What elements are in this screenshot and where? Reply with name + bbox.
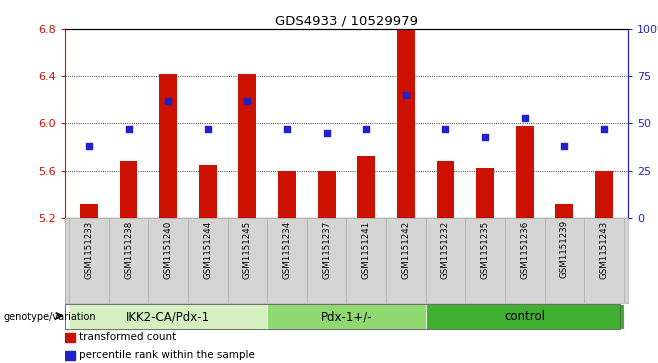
Text: control: control xyxy=(504,310,545,323)
Point xyxy=(242,98,253,104)
Bar xyxy=(80,204,98,218)
Text: Pdx-1+/-: Pdx-1+/- xyxy=(320,310,372,323)
Bar xyxy=(436,161,455,218)
Title: GDS4933 / 10529979: GDS4933 / 10529979 xyxy=(275,15,418,28)
Text: GSM1151243: GSM1151243 xyxy=(599,220,609,279)
Point xyxy=(321,130,332,136)
Point xyxy=(559,143,570,149)
Text: GSM1151234: GSM1151234 xyxy=(282,220,291,279)
Point xyxy=(480,134,490,139)
Text: genotype/variation: genotype/variation xyxy=(3,311,96,322)
Bar xyxy=(278,171,296,218)
Text: GSM1151242: GSM1151242 xyxy=(401,220,411,279)
Point xyxy=(123,126,134,132)
Text: percentile rank within the sample: percentile rank within the sample xyxy=(79,350,255,360)
Point xyxy=(519,115,530,121)
Bar xyxy=(476,168,494,218)
Text: GSM1151232: GSM1151232 xyxy=(441,220,450,279)
Bar xyxy=(65,351,75,360)
Text: GSM1151235: GSM1151235 xyxy=(480,220,490,279)
Bar xyxy=(199,165,216,218)
Bar xyxy=(595,171,613,218)
Point xyxy=(84,143,94,149)
Bar xyxy=(516,126,534,218)
Text: transformed count: transformed count xyxy=(79,332,176,342)
Point xyxy=(203,126,213,132)
Text: GSM1151233: GSM1151233 xyxy=(84,220,93,279)
Text: GSM1151240: GSM1151240 xyxy=(164,220,172,279)
Bar xyxy=(120,161,138,218)
Bar xyxy=(318,171,336,218)
Bar xyxy=(357,156,375,218)
Point xyxy=(401,92,411,98)
FancyBboxPatch shape xyxy=(426,305,624,329)
Point xyxy=(440,126,451,132)
Bar xyxy=(397,29,415,218)
Point xyxy=(163,98,174,104)
Point xyxy=(361,126,372,132)
Point xyxy=(599,126,609,132)
Text: GSM1151237: GSM1151237 xyxy=(322,220,331,279)
Text: GSM1151245: GSM1151245 xyxy=(243,220,252,279)
Text: GSM1151239: GSM1151239 xyxy=(560,220,569,278)
FancyBboxPatch shape xyxy=(267,305,426,329)
Bar xyxy=(555,204,573,218)
Bar xyxy=(159,74,177,218)
Text: GSM1151244: GSM1151244 xyxy=(203,220,213,279)
Text: GSM1151238: GSM1151238 xyxy=(124,220,133,279)
Point xyxy=(282,126,292,132)
Text: GSM1151241: GSM1151241 xyxy=(362,220,370,279)
Text: GSM1151236: GSM1151236 xyxy=(520,220,529,279)
FancyBboxPatch shape xyxy=(69,305,267,329)
Text: IKK2-CA/Pdx-1: IKK2-CA/Pdx-1 xyxy=(126,310,210,323)
Bar xyxy=(65,333,75,342)
Bar xyxy=(238,74,257,218)
